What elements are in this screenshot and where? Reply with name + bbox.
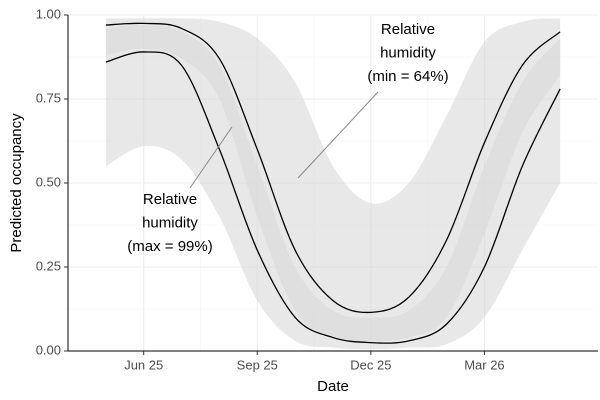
line: [105, 22, 561, 314]
annotation-leader: [297, 91, 379, 179]
annotation-text: Relative: [143, 191, 197, 208]
y-tick-label: 1.00: [36, 6, 61, 21]
x-tick-label: Sep 25: [237, 357, 278, 372]
y-tick-label: 0.75: [36, 90, 61, 105]
plot-panel: [68, 14, 598, 352]
annotation-text: humidity: [142, 214, 198, 231]
annotation-text: humidity: [380, 44, 436, 61]
y-tick-label: 0.50: [36, 174, 61, 189]
y-axis-title: Predicted occupancy: [8, 113, 25, 253]
confidence-band: [105, 25, 561, 350]
x-axis-title: Date: [317, 378, 349, 395]
annotation-text: (min = 64%): [367, 68, 448, 85]
x-tick-label: Jun 25: [124, 357, 163, 372]
annotation-leader: [189, 126, 233, 189]
annotation-text: (max = 99%): [127, 238, 212, 255]
x-tick-label: Dec 25: [350, 357, 391, 372]
y-tick-label: 0.00: [36, 342, 61, 357]
x-tick-label: Mar 26: [464, 357, 504, 372]
annotation-text: Relative: [381, 21, 435, 38]
y-tick-label: 0.25: [36, 258, 61, 273]
line: [105, 51, 561, 344]
